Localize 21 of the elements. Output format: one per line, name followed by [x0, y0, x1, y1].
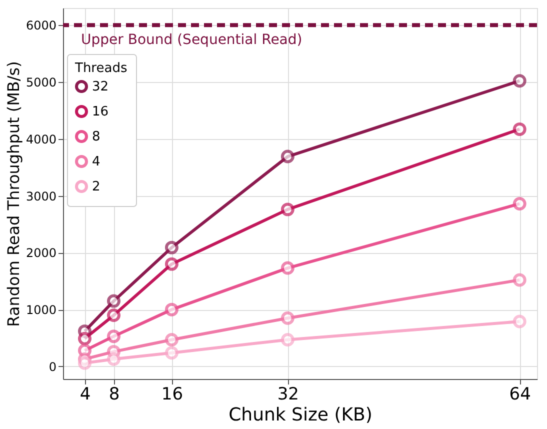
legend-label: 8 [92, 130, 100, 144]
x-axis-title: Chunk Size (KB) [228, 404, 372, 426]
y-tick-label: 5000 [26, 75, 56, 90]
ref-line-label: Upper Bound (Sequential Read) [81, 32, 302, 48]
legend-label: 4 [92, 154, 100, 170]
y-tick-label: 1000 [26, 303, 56, 318]
x-tick-label: 64 [509, 384, 531, 404]
legend-label: 32 [92, 80, 109, 94]
y-tick-label: 2000 [26, 246, 56, 260]
x-tick-label: 16 [161, 384, 184, 404]
x-tick-label: 4 [80, 384, 91, 404]
legend-title: Threads [74, 61, 128, 76]
x-tick-label: 32 [277, 384, 299, 404]
y-tick-label: 6000 [26, 18, 56, 33]
y-axis-title: Random Read Throughput (MB/s) [4, 61, 23, 327]
legend-label: 16 [92, 104, 109, 120]
x-tick-label: 8 [108, 384, 120, 404]
y-tick-label: 0 [48, 360, 56, 374]
y-tick-label: 4000 [26, 132, 56, 146]
y-tick-label: 3000 [26, 189, 56, 204]
legend-label: 2 [92, 180, 100, 194]
